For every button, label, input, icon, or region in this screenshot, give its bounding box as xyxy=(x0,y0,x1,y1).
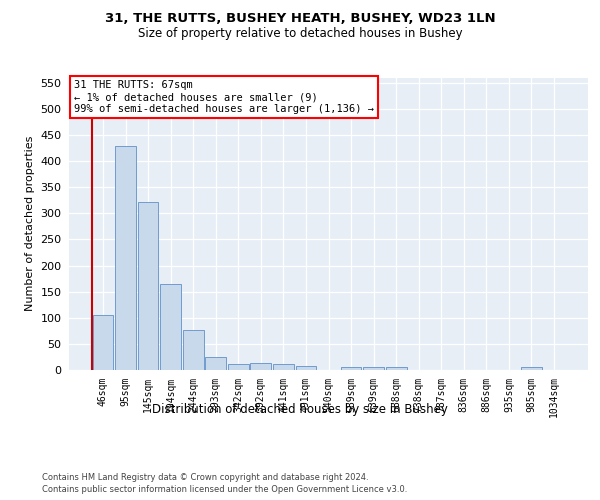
Text: 31 THE RUTTS: 67sqm
← 1% of detached houses are smaller (9)
99% of semi-detached: 31 THE RUTTS: 67sqm ← 1% of detached hou… xyxy=(74,80,374,114)
Bar xyxy=(363,367,384,370)
Bar xyxy=(115,146,136,370)
Text: 31, THE RUTTS, BUSHEY HEATH, BUSHEY, WD23 1LN: 31, THE RUTTS, BUSHEY HEATH, BUSHEY, WD2… xyxy=(104,12,496,26)
Y-axis label: Number of detached properties: Number of detached properties xyxy=(25,136,35,312)
Text: Contains HM Land Registry data © Crown copyright and database right 2024.: Contains HM Land Registry data © Crown c… xyxy=(42,472,368,482)
Bar xyxy=(137,202,158,370)
Text: Contains public sector information licensed under the Open Government Licence v3: Contains public sector information licen… xyxy=(42,485,407,494)
Bar xyxy=(341,367,361,370)
Bar xyxy=(296,366,316,370)
Bar xyxy=(92,315,113,370)
Bar xyxy=(205,357,226,370)
Bar xyxy=(160,284,181,370)
Text: Distribution of detached houses by size in Bushey: Distribution of detached houses by size … xyxy=(152,402,448,415)
Bar xyxy=(183,330,203,370)
Bar xyxy=(273,364,294,370)
Bar xyxy=(386,367,407,370)
Text: Size of property relative to detached houses in Bushey: Size of property relative to detached ho… xyxy=(137,28,463,40)
Bar xyxy=(250,363,271,370)
Bar xyxy=(521,367,542,370)
Bar xyxy=(228,364,248,370)
